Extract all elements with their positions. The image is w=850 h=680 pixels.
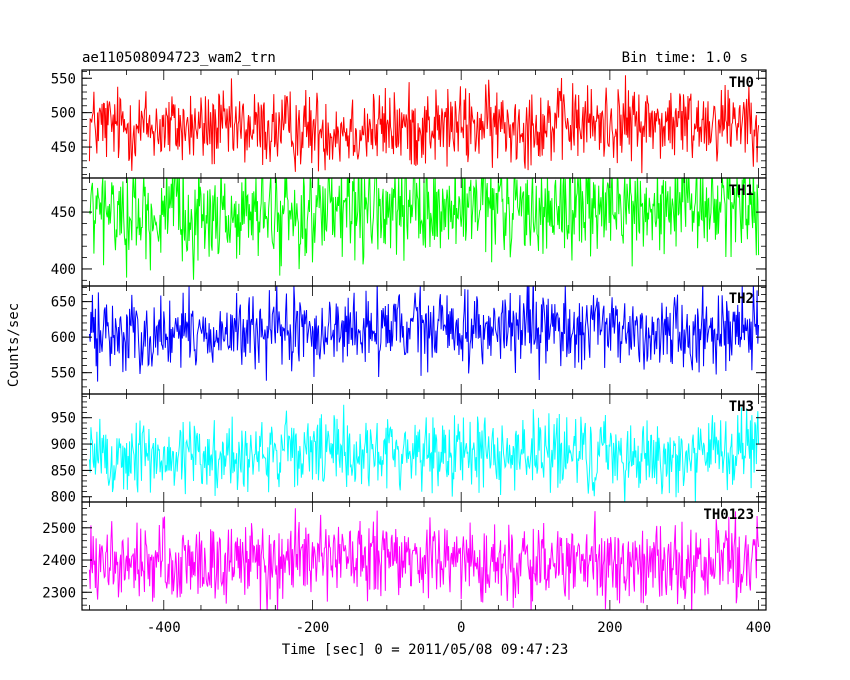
y-tick-label: 900 xyxy=(51,437,76,453)
y-tick-label: 600 xyxy=(51,330,76,346)
figure-title: ae110508094723_wam2_trn xyxy=(82,50,276,66)
x-tick-label: -200 xyxy=(296,620,330,636)
x-axis: -400 -200 0 200 400 xyxy=(147,620,771,636)
series-line-th0123 xyxy=(88,508,760,610)
series-line-th1 xyxy=(88,178,760,280)
panel-th0: 450 500 550 TH0 xyxy=(51,69,767,179)
series-name-th2: TH2 xyxy=(729,291,754,307)
y-axis-label: Counts/sec xyxy=(6,303,22,387)
y-tick-label: 850 xyxy=(51,463,76,479)
panels: 450 500 550 TH0 400 450 TH1 550 600 650 TH2 800 850 9… xyxy=(42,69,767,611)
y-tick-label: 450 xyxy=(51,140,76,156)
y-tick-label: 400 xyxy=(51,262,76,278)
y-tick-label: 2500 xyxy=(42,521,76,537)
series-name-th0: TH0 xyxy=(729,75,754,91)
series-line-th0 xyxy=(88,75,760,174)
series-line-th2 xyxy=(88,286,760,382)
series-name-th3: TH3 xyxy=(729,399,754,415)
bin-time-label: Bin time: 1.0 s xyxy=(622,50,748,66)
panel-th1: 400 450 TH1 xyxy=(51,177,767,287)
y-tick-label: 800 xyxy=(51,490,76,506)
x-tick-label: 400 xyxy=(746,620,771,636)
series-name-th0123: TH0123 xyxy=(703,507,754,523)
y-tick-label: 450 xyxy=(51,205,76,221)
x-tick-label: 200 xyxy=(597,620,622,636)
y-tick-label: 500 xyxy=(51,106,76,122)
series-name-th1: TH1 xyxy=(729,183,754,199)
panel-th3: 800 850 900 950 TH3 xyxy=(51,393,767,506)
x-tick-label: -400 xyxy=(147,620,181,636)
series-line-th3 xyxy=(88,404,760,502)
panel-th2: 550 600 650 TH2 xyxy=(51,285,767,395)
x-tick-label: 0 xyxy=(457,620,465,636)
y-tick-label: 650 xyxy=(51,295,76,311)
panel-th0123: 2300 2400 2500 TH0123 xyxy=(42,501,767,611)
y-tick-label: 2400 xyxy=(42,553,76,569)
y-tick-label: 950 xyxy=(51,411,76,427)
x-axis-label: Time [sec] 0 = 2011/05/08 09:47:23 xyxy=(282,642,569,658)
y-tick-label: 550 xyxy=(51,366,76,382)
y-tick-label: 2300 xyxy=(42,585,76,601)
y-tick-label: 550 xyxy=(51,71,76,87)
